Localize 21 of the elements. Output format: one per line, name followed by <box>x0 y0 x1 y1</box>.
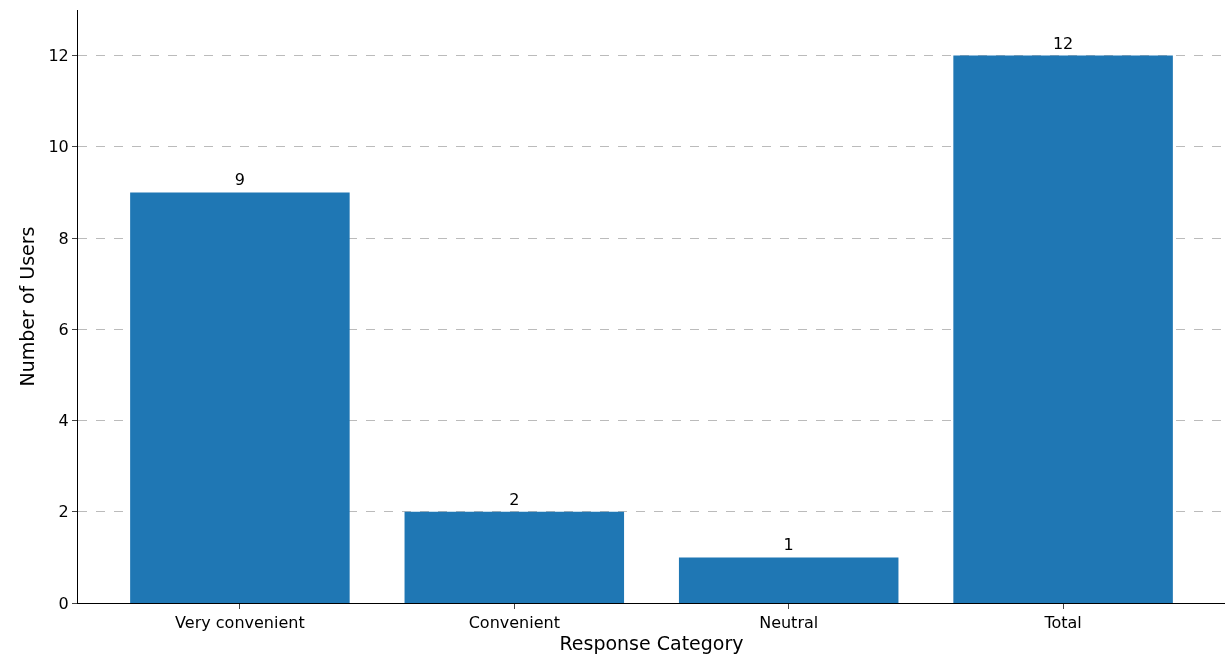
bar <box>953 55 1173 603</box>
y-tick-label: 2 <box>58 502 69 522</box>
y-tick-label: 6 <box>58 319 69 339</box>
data-label: 12 <box>1052 33 1074 53</box>
bar <box>678 557 899 603</box>
y-axis-title: Number of Users <box>16 226 39 387</box>
data-label: 2 <box>509 489 520 509</box>
x-axis-title: Response Category <box>559 632 744 655</box>
x-tick-label: Total <box>1043 613 1082 633</box>
x-tick-label: Neutral <box>759 613 819 633</box>
data-label: 9 <box>234 170 245 190</box>
y-tick-label: 10 <box>48 137 69 157</box>
x-tick-label: Very convenient <box>175 613 305 633</box>
y-tick-label: 0 <box>58 593 69 613</box>
y-tick-label: 12 <box>48 46 69 66</box>
data-label: 1 <box>783 535 794 555</box>
bar <box>130 192 350 603</box>
bar <box>404 511 625 603</box>
x-tick-label: Convenient <box>468 613 560 633</box>
y-tick-label: 4 <box>58 411 69 431</box>
y-tick-label: 8 <box>58 228 69 248</box>
